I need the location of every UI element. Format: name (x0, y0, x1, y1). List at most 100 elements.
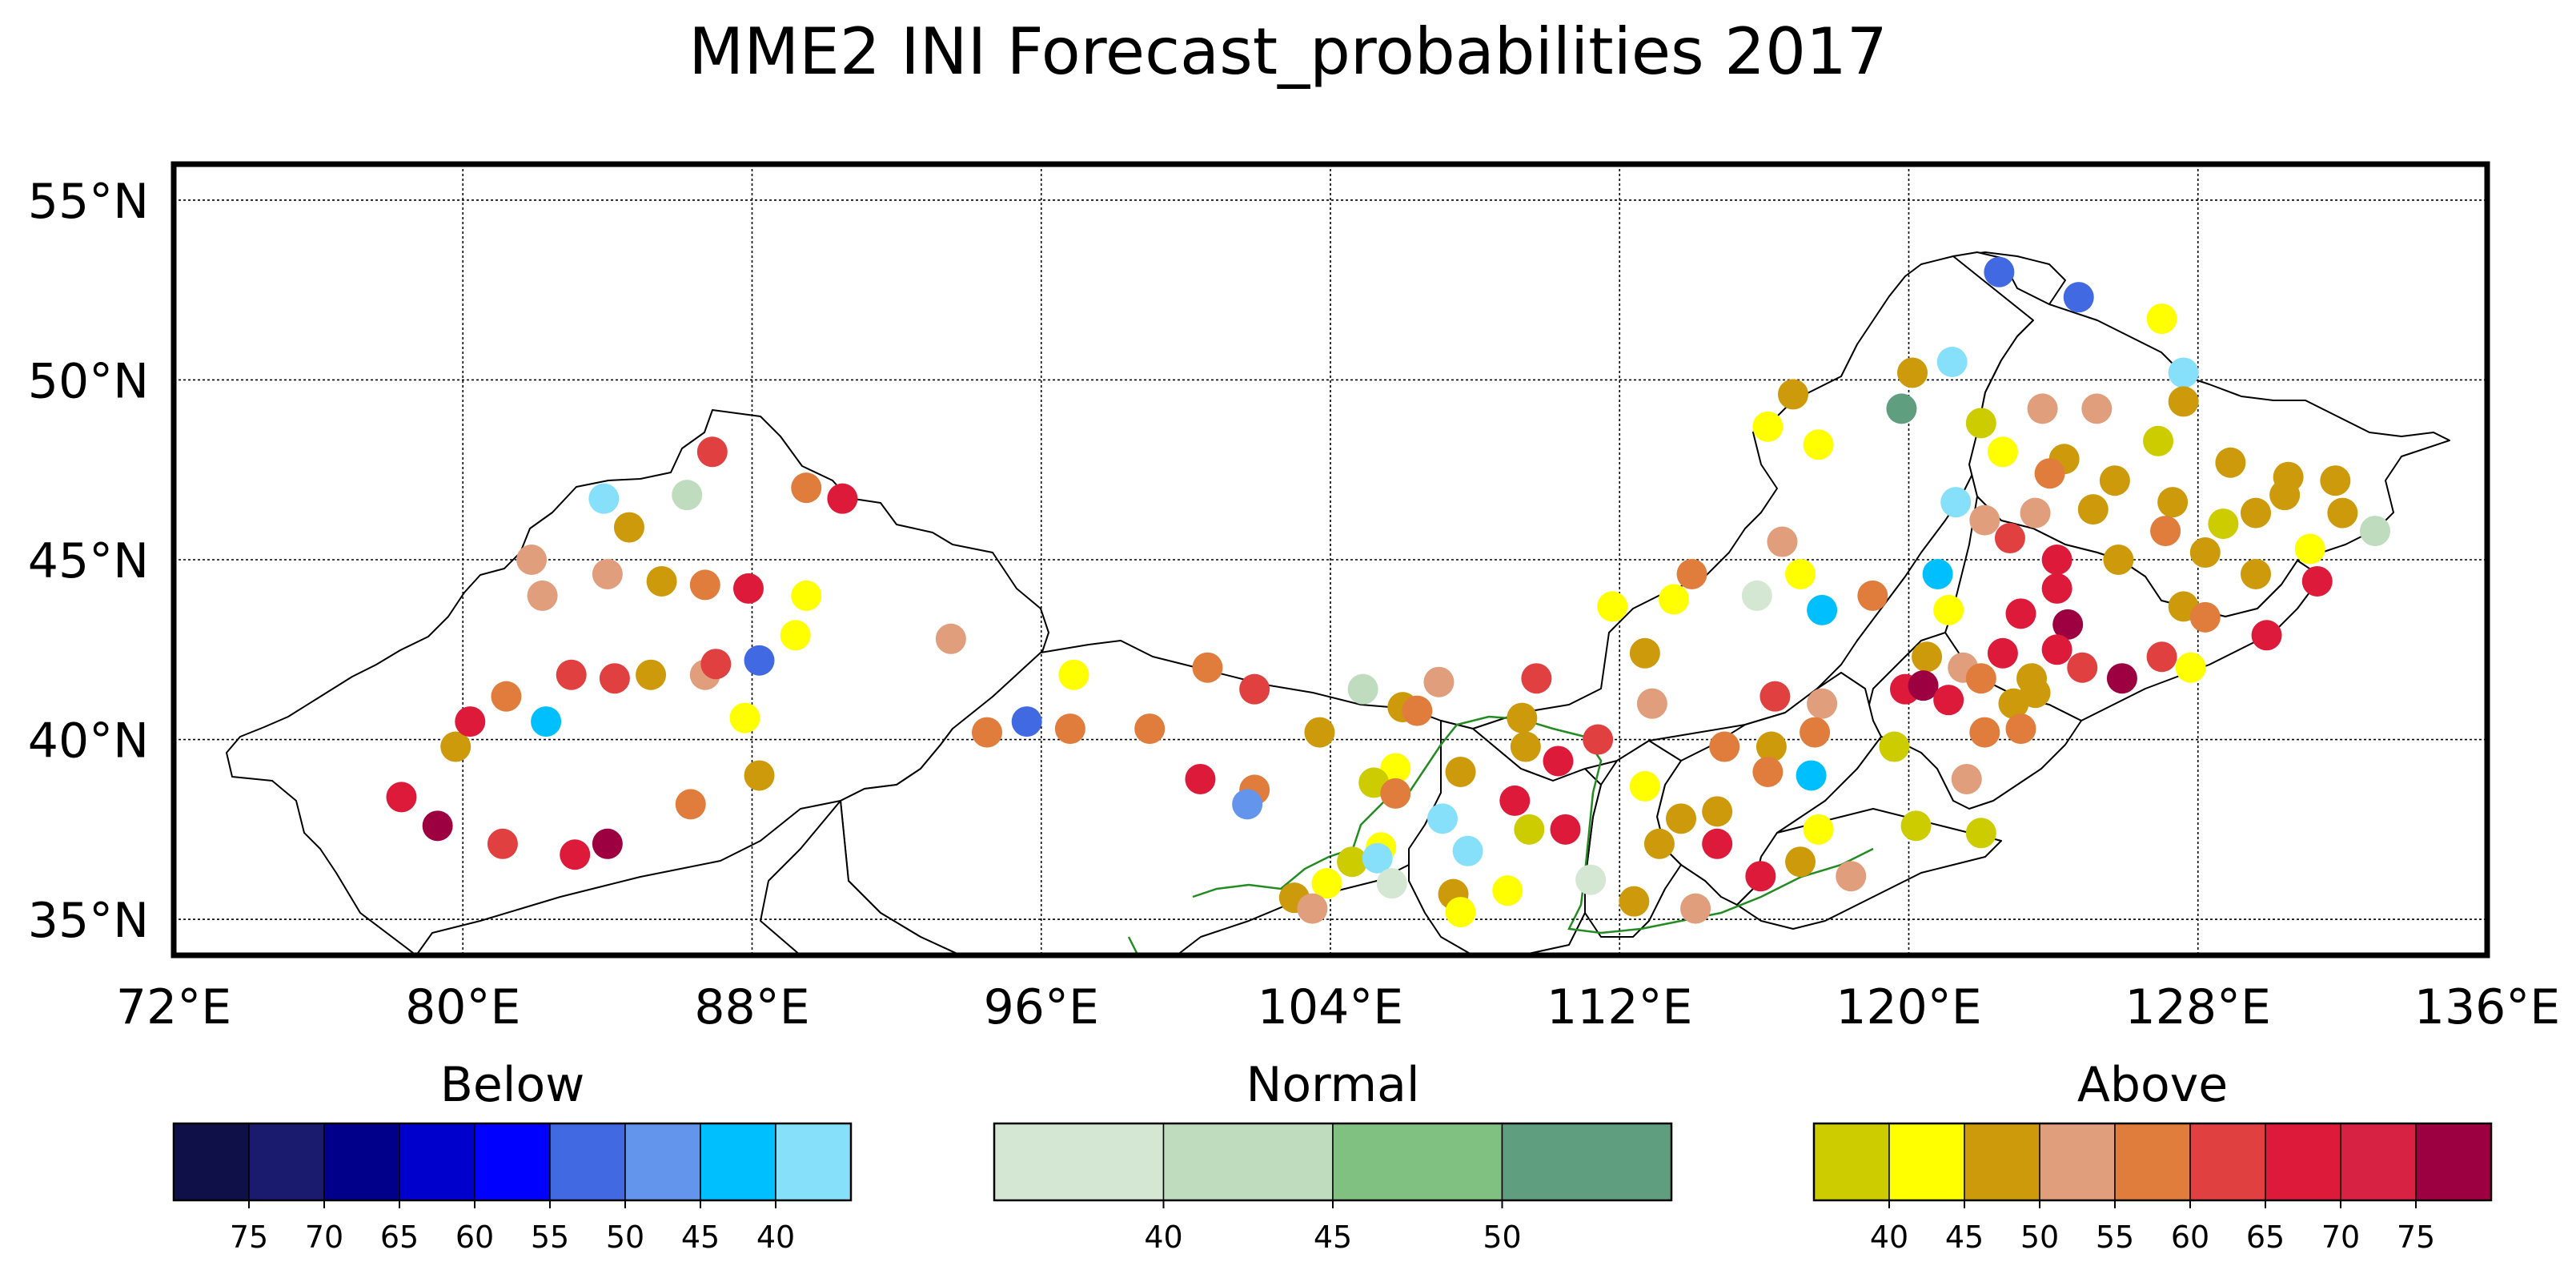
station-marker (2146, 641, 2177, 673)
station-marker (972, 717, 1003, 748)
lon-tick-label: 72°E (116, 979, 231, 1035)
station-marker (2034, 458, 2065, 489)
station-marker (531, 706, 562, 737)
station-marker (2063, 282, 2094, 313)
colorbar-swatch (474, 1123, 551, 1201)
station-marker (1011, 706, 1042, 737)
station-marker (2168, 357, 2199, 388)
station-marker (556, 659, 587, 690)
station-marker (2103, 545, 2134, 575)
station-marker (672, 480, 703, 511)
station-marker (1987, 637, 2018, 669)
station-marker (744, 760, 775, 791)
station-marker (1951, 763, 1982, 794)
station-marker (1702, 828, 1733, 859)
colorbar-swatch (1162, 1123, 1334, 1201)
station-marker (1380, 753, 1411, 784)
station-marker (592, 828, 623, 859)
colorbar-title: Below (440, 1057, 585, 1113)
colorbar-tick-label: 45 (681, 1220, 720, 1255)
colorbar-tick-label: 55 (531, 1220, 569, 1255)
station-marker (1755, 731, 1787, 762)
station-marker (1629, 637, 1660, 669)
region-borders (226, 251, 2450, 955)
station-marker (1492, 875, 1523, 906)
region-qinghai (760, 800, 961, 955)
station-marker (491, 681, 522, 712)
colorbar-tick-label: 65 (380, 1220, 419, 1255)
colorbar-tick-label: 50 (2020, 1220, 2059, 1255)
station-marker (2005, 713, 2036, 745)
station-marker (1807, 594, 1838, 625)
station-marker (2146, 303, 2177, 335)
lat-tick-label: 45°N (28, 533, 149, 589)
station-marker (2208, 508, 2239, 540)
station-marker (2052, 609, 2084, 640)
station-markers (386, 256, 2391, 928)
colorbar-swatch (1888, 1123, 1965, 1201)
station-marker (1998, 688, 2029, 719)
colorbar-outline (1812, 1122, 2493, 1202)
colorbar-tick-label: 70 (2321, 1220, 2360, 1255)
station-marker (1778, 379, 1808, 410)
station-marker (2251, 620, 2282, 651)
station-marker (1767, 526, 1798, 557)
station-marker (1994, 523, 2025, 554)
station-marker (1376, 868, 1407, 899)
station-marker (1785, 558, 1816, 589)
lat-tick-label: 50°N (28, 353, 149, 409)
colorbar-tick-label: 40 (756, 1220, 795, 1255)
station-marker (1575, 864, 1607, 895)
station-marker (2269, 480, 2301, 511)
station-marker (613, 512, 644, 543)
latitude-tick-labels: 35°N 40°N 45°N 50°N 55°N (28, 174, 149, 949)
colorbar-tick-label: 45 (1945, 1220, 1984, 1255)
station-marker (527, 580, 558, 611)
station-marker (689, 569, 720, 601)
station-marker (675, 789, 706, 820)
station-marker (560, 839, 591, 870)
station-marker (1445, 897, 1476, 928)
colorbar-tick-label: 40 (1144, 1220, 1182, 1255)
lon-tick-label: 96°E (984, 979, 1099, 1035)
lon-tick-label: 128°E (2125, 979, 2271, 1035)
longitude-tick-labels: 72°E 80°E 88°E 96°E 104°E 112°E 120°E 128°E 136°… (116, 979, 2560, 1035)
map-title: MME2 INI Forecast_probabilities 2017 (688, 14, 1888, 89)
colorbar-tick-label: 40 (1870, 1220, 1908, 1255)
station-marker (1965, 663, 1996, 694)
station-marker (2327, 497, 2358, 528)
station-marker (780, 620, 811, 651)
station-marker (2301, 565, 2333, 597)
station-marker (1636, 688, 1667, 719)
station-marker (1543, 746, 1574, 777)
station-marker (732, 573, 764, 604)
station-marker (1807, 688, 1838, 719)
station-marker (1054, 713, 1085, 745)
lon-tick-label: 104°E (1258, 979, 1403, 1035)
station-marker (1402, 695, 1433, 726)
station-marker (1619, 886, 1650, 917)
station-marker (1897, 357, 1928, 388)
colorbar-tick-label: 60 (2171, 1220, 2209, 1255)
lon-tick-label: 120°E (1836, 979, 1981, 1035)
station-marker (1452, 835, 1483, 866)
station-marker (1680, 893, 1711, 924)
station-marker (2294, 533, 2325, 565)
station-marker (2106, 663, 2137, 694)
colorbar-legends: Below 75 70 65 60 55 50 45 40 Normal 40 45 50 Above 40… (172, 1057, 2493, 1255)
station-marker (1857, 580, 1888, 611)
lon-tick-label: 80°E (405, 979, 520, 1035)
station-marker (1239, 673, 1270, 705)
station-marker (386, 782, 417, 813)
station-marker (1759, 681, 1791, 712)
colorbar-swatch (2415, 1123, 2492, 1201)
colorbar-swatch (399, 1123, 475, 1201)
colorbar-normal: Normal 40 45 50 (993, 1057, 1673, 1255)
station-marker (1445, 756, 1476, 787)
station-marker (1984, 256, 2015, 287)
station-marker (455, 706, 486, 737)
colorbar-swatch (248, 1123, 325, 1201)
station-marker (2041, 545, 2072, 575)
colorbar-above: Above 40 45 50 55 60 65 70 75 (1812, 1057, 2493, 1255)
station-marker (599, 663, 630, 694)
